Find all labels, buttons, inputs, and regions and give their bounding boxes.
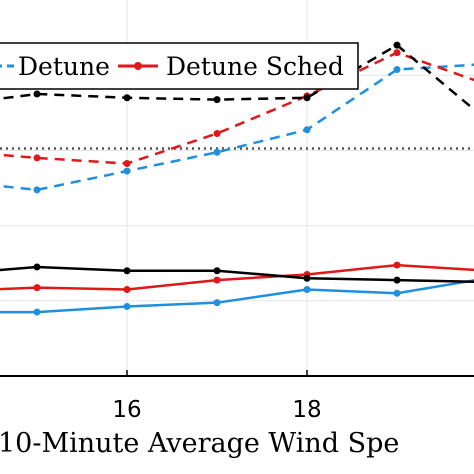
legend: Detune Detune Sched (0, 42, 359, 90)
series-point-3 (33, 308, 41, 316)
series-point-2 (123, 94, 131, 102)
series-point-1 (213, 129, 221, 137)
series-point-4 (33, 284, 41, 292)
series-group (0, 41, 474, 316)
series-point-2 (213, 96, 221, 104)
legend-label-detune-sched: Detune Sched (166, 52, 344, 81)
x-tick-label: 18 (292, 397, 321, 423)
series-point-1 (123, 160, 131, 168)
x-axis-label: 10-Minute Average Wind Spe (0, 428, 399, 459)
series-point-5 (303, 274, 311, 282)
series-point-3 (393, 289, 401, 297)
legend-label-detune: Detune (18, 52, 110, 81)
series-point-3 (303, 286, 311, 294)
x-tick-label: 16 (112, 397, 141, 423)
series-point-0 (33, 186, 41, 194)
series-point-0 (213, 148, 221, 156)
legend-marker-detune-sched (134, 62, 142, 70)
series-line-1 (0, 51, 474, 165)
series-point-1 (393, 49, 401, 57)
series-point-2 (33, 90, 41, 98)
series-line-3 (0, 279, 474, 314)
series-point-2 (303, 94, 311, 102)
series-point-5 (33, 263, 41, 271)
series-point-1 (33, 154, 41, 162)
series-point-4 (123, 286, 131, 294)
series-point-4 (213, 276, 221, 284)
series-line-0 (0, 63, 474, 192)
series-point-3 (123, 302, 131, 310)
series-point-0 (303, 126, 311, 134)
series-point-5 (213, 267, 221, 275)
series-point-0 (123, 167, 131, 175)
series-point-3 (213, 299, 221, 307)
series-point-4 (393, 261, 401, 269)
x-ticks: 16182 (112, 370, 322, 423)
series-point-2 (393, 41, 401, 49)
series-point-5 (123, 267, 131, 275)
series-point-0 (393, 66, 401, 74)
legend-box (0, 42, 359, 90)
series-point-5 (393, 276, 401, 284)
